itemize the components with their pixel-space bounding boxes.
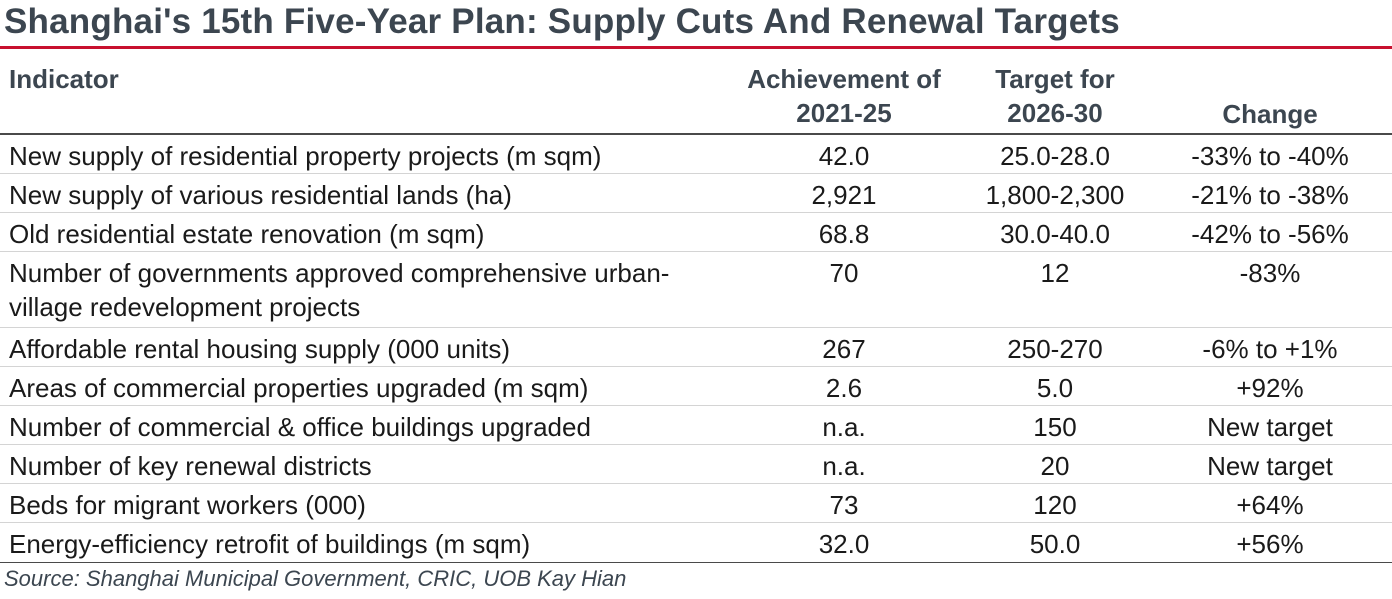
table-row: Number of governments approved comprehen… [0,252,1392,328]
cell-change: -21% to -38% [1191,180,1349,210]
header-achievement: Achievement of 2021-25 [734,62,954,130]
cell-achievement: 42.0 [818,141,870,171]
cell-indicator: New supply of residential property proje… [9,141,602,171]
cell-change: +56% [1236,529,1304,559]
page-title: Shanghai's 15th Five-Year Plan: Supply C… [4,2,1120,41]
cell-achievement: 73 [829,490,859,520]
cell-achievement: 32.0 [818,529,870,559]
cell-target: 120 [1033,490,1077,520]
cell-indicator: Number of key renewal districts [9,451,372,481]
header-target: Target for 2026-30 [945,62,1165,130]
table-row: Number of key renewal districts n.a. 20 … [0,445,1392,484]
header-achievement-line2: 2021-25 [796,98,892,128]
cell-indicator: Beds for migrant workers (000) [9,490,366,520]
cell-indicator: Areas of commercial properties upgraded … [9,373,589,403]
cell-change: +64% [1236,490,1304,520]
table-row: New supply of residential property proje… [0,135,1392,174]
cell-target: 1,800-2,300 [985,180,1125,210]
cell-change: -33% to -40% [1191,141,1349,171]
cell-achievement: 68.8 [818,219,870,249]
cell-target: 20 [1040,451,1070,481]
title-divider [0,46,1392,49]
cell-indicator: Energy-efficiency retrofit of buildings … [9,529,531,559]
cell-change: -6% to +1% [1202,334,1338,364]
cell-indicator: Number of governments approved comprehen… [9,258,670,322]
cell-achievement: n.a. [822,451,866,481]
table-row: New supply of various residential lands … [0,174,1392,213]
cell-achievement: 2.6 [825,373,863,403]
header-target-line2: 2026-30 [1007,98,1103,128]
cell-change: -83% [1239,258,1301,288]
cell-achievement: n.a. [822,412,866,442]
cell-target: 25.0-28.0 [1000,141,1110,171]
cell-achievement: 2,921 [811,180,877,210]
table-row: Old residential estate renovation (m sqm… [0,213,1392,252]
table-row: Energy-efficiency retrofit of buildings … [0,523,1392,563]
cell-target: 12 [1040,258,1070,288]
cell-target: 150 [1033,412,1077,442]
header-divider [0,133,1392,135]
cell-change: -42% to -56% [1191,219,1349,249]
cell-target: 30.0-40.0 [1000,219,1110,249]
table-row: Number of commercial & office buildings … [0,406,1392,445]
cell-indicator: Old residential estate renovation (m sqm… [9,219,485,249]
table-row: Areas of commercial properties upgraded … [0,367,1392,406]
table-row: Beds for migrant workers (000) 73 120 +6… [0,484,1392,523]
cell-indicator: Affordable rental housing supply (000 un… [9,334,511,364]
cell-target: 250-270 [1007,334,1103,364]
header-change: Change [1222,99,1318,129]
cell-change: New target [1207,451,1333,481]
header-indicator: Indicator [9,64,119,94]
cell-change: New target [1207,412,1333,442]
header-target-line1: Target for [995,64,1115,94]
cell-achievement: 70 [829,258,859,288]
cell-change: +92% [1236,373,1304,403]
cell-indicator: New supply of various residential lands … [9,180,512,210]
header-achievement-line1: Achievement of [747,64,941,94]
source-note: Source: Shanghai Municipal Government, C… [4,566,627,591]
cell-target: 5.0 [1036,373,1074,403]
cell-target: 50.0 [1029,529,1081,559]
table-row: Affordable rental housing supply (000 un… [0,328,1392,367]
cell-indicator: Number of commercial & office buildings … [9,412,591,442]
cell-achievement: 267 [822,334,866,364]
